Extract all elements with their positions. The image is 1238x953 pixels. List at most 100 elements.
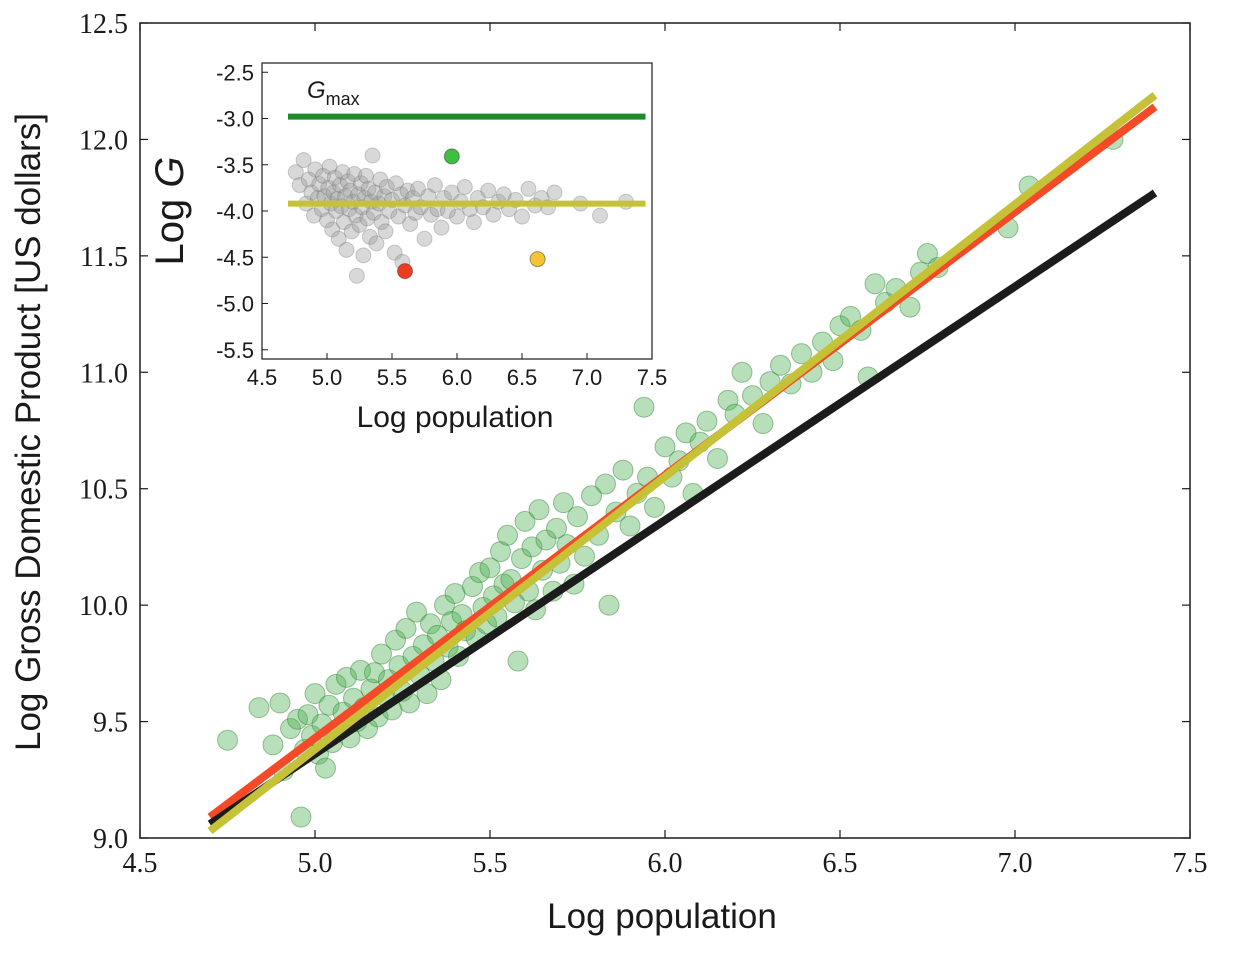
main-data-point	[521, 536, 543, 558]
inset-data-point	[335, 214, 352, 231]
main-y-tick-label: 9.0	[93, 824, 128, 855]
main-data-point	[469, 562, 490, 584]
inset-data-point	[399, 182, 416, 199]
inset-data-point	[433, 219, 450, 236]
inset-data-point	[410, 180, 426, 197]
main-x-tick-label: 7.0	[998, 848, 1033, 879]
main-data-point	[535, 529, 557, 551]
main-x-tick-label: 4.5	[123, 848, 158, 879]
inset-data-point	[300, 171, 317, 188]
main-y-tick-label: 10.0	[79, 591, 128, 622]
main-data-point	[595, 473, 616, 495]
inset-data-point	[319, 212, 335, 229]
inset-data-point	[334, 164, 351, 181]
main-data-point	[644, 496, 665, 518]
main-data-point	[612, 459, 634, 481]
main-data-point	[269, 692, 291, 714]
inset-data-point	[324, 221, 341, 238]
inset-data-point	[295, 152, 312, 169]
inset-data-point	[426, 177, 443, 194]
inset-x-axis-label: Log population	[357, 401, 554, 434]
main-data-point	[420, 613, 441, 635]
gmax-label-subscript: max	[326, 89, 360, 109]
inset-y-axis-label-var: G	[148, 157, 192, 188]
inset-data-point	[361, 228, 378, 245]
main-data-point	[528, 499, 550, 521]
inset-data-point	[514, 208, 530, 225]
main-data-point	[581, 485, 602, 507]
inset-x-tick-label: 6.5	[507, 365, 538, 390]
gmax-label: Gmax	[307, 77, 360, 109]
inset-data-point	[348, 267, 365, 284]
main-x-axis-label: Log population	[547, 897, 777, 936]
main-data-point	[287, 708, 308, 730]
inset-data-point	[386, 244, 403, 261]
main-data-point	[385, 629, 406, 651]
inset-data-point	[456, 178, 473, 195]
main-data-point	[553, 492, 574, 514]
main-data-point	[336, 666, 357, 688]
main-data-point	[731, 361, 753, 383]
inset-data-point	[520, 180, 537, 197]
inset-data-point	[355, 247, 372, 264]
inset-data-point	[338, 241, 355, 258]
main-fit-lines	[207, 92, 1158, 835]
inset-data-point	[347, 207, 364, 224]
inset-data-point	[352, 175, 369, 192]
inset-x-tick-label: 5.0	[312, 365, 343, 390]
main-data-point	[899, 296, 921, 318]
main-data-point	[619, 515, 641, 537]
inset-data-point	[372, 171, 389, 188]
main-data-point	[364, 662, 385, 684]
gmax-label-var: G	[307, 77, 326, 104]
main-data-point	[479, 557, 501, 579]
inset-data-point	[368, 235, 385, 252]
main-x-tick-label: 5.5	[473, 848, 508, 879]
inset-data-point	[326, 169, 343, 186]
inset-data-point	[303, 184, 320, 201]
inset-highlighted-points	[397, 148, 546, 280]
main-data-point	[633, 396, 655, 418]
inset-data-point	[306, 207, 322, 224]
main-data-point	[675, 422, 697, 444]
inset-highlighted-point	[529, 251, 546, 268]
inset-data-point	[546, 184, 563, 201]
main-data-point	[325, 673, 347, 695]
main-data-point	[574, 545, 595, 567]
inset-plot: 4.5 5.0 5.5 6.0 6.5 7.0 7.5 -2.5 -3.0 -3.5 -4.0 -4…	[148, 60, 667, 434]
inset-data-point	[367, 184, 384, 201]
main-scatter-points	[217, 128, 1124, 828]
main-data-point	[444, 583, 466, 604]
inset-y-tick-label: -5.0	[216, 292, 254, 317]
inset-y-tick-label: -4.5	[216, 245, 254, 270]
main-data-point	[497, 524, 518, 546]
inset-data-point	[325, 184, 342, 201]
main-data-point	[490, 541, 511, 563]
inset-y-ticks: -2.5 -3.0 -3.5 -4.0 -4.5 -5.0 -5.5	[216, 60, 268, 363]
inset-data-point	[291, 177, 308, 194]
main-data-point	[791, 343, 812, 365]
main-y-tick-label: 10.5	[79, 475, 128, 506]
inset-x-tick-label: 7.5	[637, 365, 668, 390]
inset-data-point	[320, 179, 337, 196]
main-data-point	[770, 354, 791, 376]
main-x-tick-label: 6.0	[648, 848, 683, 879]
inset-data-point	[449, 208, 465, 225]
inset-y-tick-label: -3.5	[216, 153, 254, 178]
inset-y-axis-label: Log G	[148, 157, 192, 266]
main-data-point	[434, 594, 455, 616]
main-fit-line-3	[207, 92, 1158, 835]
main-data-point	[598, 594, 620, 616]
main-y-tick-label: 12.5	[79, 9, 128, 40]
main-data-point	[304, 683, 326, 705]
main-data-point	[696, 410, 718, 432]
main-y-tick-label: 12.0	[79, 125, 128, 156]
inset-x-tick-label: 4.5	[247, 365, 278, 390]
inset-data-point	[443, 184, 460, 201]
inset-data-point	[339, 173, 356, 190]
main-data-point	[840, 305, 861, 327]
main-data-point	[717, 389, 739, 411]
main-y-tick-label: 9.5	[93, 708, 128, 739]
